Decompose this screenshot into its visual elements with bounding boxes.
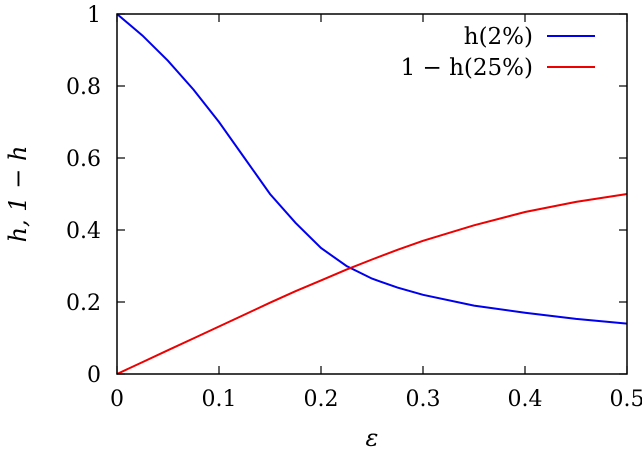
y-tick-label: 0.2 [66, 291, 101, 316]
legend-label: 1 − h(25%) [401, 55, 533, 81]
series-layer [116, 13, 628, 375]
y-tick-label: 0.4 [66, 219, 101, 244]
y-tick-label: 0 [87, 363, 101, 388]
x-tick-label: 0.3 [406, 387, 441, 412]
tick-labels-layer: 0 0.1 0.2 0.3 0.4 0.5 0 0.2 0.4 0.6 0.8 1 [66, 3, 642, 412]
legend-label: h(2%) [464, 24, 533, 50]
plot-frame [116, 13, 628, 375]
x-tick-label: 0.2 [304, 387, 339, 412]
y-axis-label: h, 1 − h [4, 146, 32, 243]
y-tick-label: 0.6 [66, 147, 101, 172]
x-tick-label: 0.1 [202, 387, 237, 412]
legend: h(2%) 1 − h(25%) [401, 24, 595, 81]
x-tick-label: 0 [110, 387, 124, 412]
x-tick-label: 0.4 [508, 387, 543, 412]
y-tick-label: 0.8 [66, 75, 101, 100]
series-line-1 [116, 13, 628, 325]
x-axis-label: ε [366, 424, 379, 452]
series-line-2 [116, 193, 628, 375]
x-tick-label: 0.5 [610, 387, 642, 412]
y-tick-label: 1 [87, 3, 101, 28]
